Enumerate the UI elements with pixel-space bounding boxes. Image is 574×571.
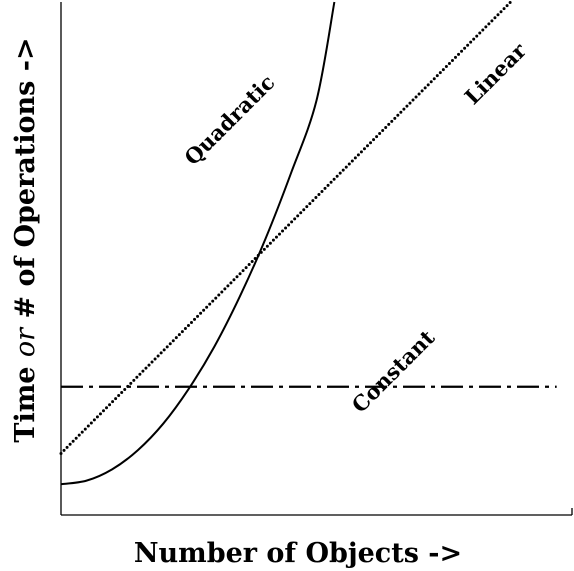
y-axis-title: Time or # of Operations -> [10, 37, 41, 442]
x-axis-title: Number of Objects -> [134, 538, 462, 569]
y-axis-title-italic: or [10, 326, 41, 357]
annotation-layer: Quadratic Linear Constant [179, 37, 531, 417]
y-axis-title-suffix: # of Operations -> [10, 37, 41, 328]
series-layer [59, 0, 557, 486]
annotation-linear: Linear [459, 37, 531, 109]
y-axis-title-prefix: Time [10, 357, 41, 443]
series-linear-line [59, 0, 513, 455]
series-quadratic-line [60, 1, 336, 486]
annotation-constant: Constant [347, 325, 440, 418]
annotation-quadratic: Quadratic [179, 70, 279, 170]
